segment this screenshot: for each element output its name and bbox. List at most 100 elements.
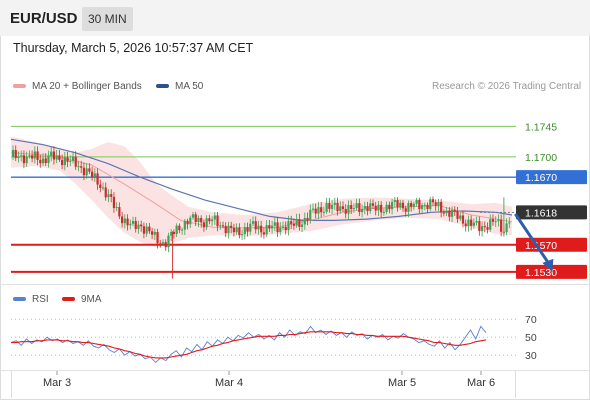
candle-down [148, 226, 151, 232]
candle-up [129, 223, 132, 226]
candle-up [420, 205, 424, 209]
candle-up [279, 227, 282, 233]
candle-up [330, 204, 334, 209]
candle-down [121, 216, 124, 224]
candle-down [418, 199, 421, 209]
candle-up [17, 156, 20, 159]
candle-down [224, 225, 227, 234]
candle-up [437, 201, 440, 206]
candle-up [352, 208, 355, 210]
candle-down [440, 201, 443, 213]
candle-down [483, 226, 486, 228]
legend-ma50: MA 50 [156, 81, 203, 92]
candle-down [22, 155, 26, 164]
candle-up [249, 223, 252, 232]
candle-down [178, 225, 181, 231]
candle-up [322, 211, 325, 213]
candle-up [377, 204, 380, 211]
rsi-tick-label: 30 [525, 350, 537, 362]
candle-down [328, 203, 331, 209]
candle-down [426, 204, 429, 209]
x-tick-label: Mar 5 [388, 377, 416, 389]
candle-down [186, 220, 189, 225]
candle-up [41, 158, 45, 164]
candle-up [189, 217, 192, 225]
candle-up [480, 226, 484, 232]
candle-down [404, 208, 407, 212]
rsi-tick-label: 50 [525, 332, 537, 344]
candle-up [508, 222, 511, 224]
legend-rsi-ma: 9MA [62, 294, 102, 305]
x-tick-label: Mar 4 [215, 377, 243, 389]
candle-down [320, 207, 323, 213]
candle-up [131, 220, 135, 224]
candle-down [61, 159, 64, 166]
candle-down [350, 205, 353, 210]
candle-down [290, 221, 293, 224]
candle-up [55, 155, 58, 160]
x-tick-label: Mar 6 [467, 377, 495, 389]
bollinger-band [11, 136, 512, 248]
candle-up [161, 242, 165, 244]
candle-down [164, 242, 167, 248]
candle-down [292, 223, 296, 226]
candle-up [295, 219, 298, 226]
candle-down [14, 149, 17, 159]
ma50-label: MA 50 [175, 81, 204, 92]
candle-up [467, 219, 470, 227]
rsi-line [10, 325, 487, 364]
rsi-label: RSI [32, 294, 49, 305]
candle-up [385, 204, 388, 212]
candle-down [284, 226, 287, 231]
candle-down [66, 157, 69, 162]
timeframe-badge[interactable]: 30 MIN [82, 7, 133, 31]
candle-up [399, 202, 402, 208]
ma20-swatch [13, 84, 26, 89]
level-label-resistance: 1.1745 [525, 121, 557, 133]
candle-up [445, 210, 448, 214]
candle-up [494, 221, 497, 223]
timestamp: Thursday, March 5, 2026 10:57:37 AM CET [13, 41, 254, 55]
candle-up [429, 199, 432, 209]
candle-down [39, 159, 42, 164]
candle-up [257, 225, 260, 230]
candle-up [137, 224, 140, 229]
top-bar: EUR/USD 30 MIN [0, 0, 590, 36]
candle-down [374, 205, 377, 211]
candle-down [431, 199, 435, 203]
candle-up [219, 225, 222, 227]
candle-up [339, 206, 342, 212]
level-label-current: 1.1618 [525, 207, 557, 219]
candle-up [191, 214, 195, 218]
candle-down [371, 203, 375, 206]
candle-down [216, 215, 219, 227]
candle-down [96, 173, 99, 185]
candle-down [91, 171, 94, 177]
candle-up [450, 209, 454, 217]
candle-down [388, 204, 391, 210]
candle-down [74, 156, 77, 167]
candle-down [246, 227, 249, 232]
candle-down [156, 231, 159, 244]
candle-up [63, 157, 66, 166]
candle-up [347, 205, 350, 214]
candle-up [360, 208, 364, 213]
forecast-arrow [514, 213, 552, 268]
candle-down [500, 219, 503, 232]
candle-down [461, 215, 465, 224]
candle-down [221, 225, 225, 227]
candle-down [344, 208, 347, 214]
candle-down [44, 158, 47, 163]
candle-up [355, 203, 358, 209]
candle-down [464, 223, 467, 227]
candle-down [410, 202, 413, 207]
level-label-resistance: 1.1700 [525, 152, 557, 164]
candle-down [208, 218, 211, 222]
candle-up [25, 156, 28, 164]
candle-down [36, 151, 39, 160]
candle-down [306, 217, 309, 221]
candle-up [412, 203, 415, 207]
candle-down [159, 243, 162, 245]
candle-down [82, 167, 86, 176]
